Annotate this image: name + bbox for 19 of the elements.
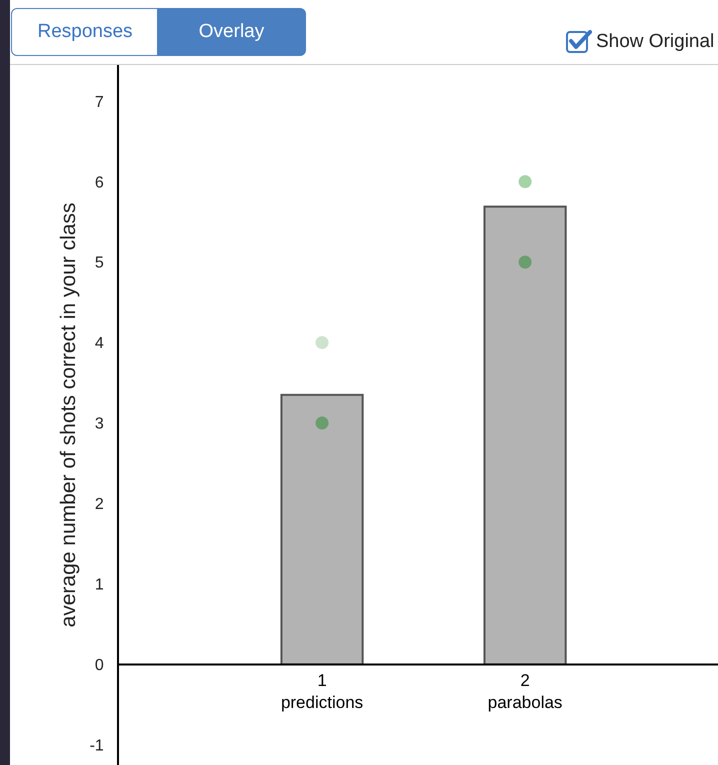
- x-tick-label: 1 predictions: [280, 670, 364, 712]
- point: [518, 256, 532, 269]
- point: [316, 416, 329, 430]
- y-tick-label: 1: [94, 576, 104, 594]
- y-tick-label: 6: [94, 174, 104, 192]
- text: Responses: [11, 8, 159, 56]
- x-tick-label: 2 parabolas: [488, 670, 562, 712]
- y-tick-label: 7: [94, 94, 104, 111]
- y-tick-label: 2: [94, 496, 104, 514]
- y-axis-title: average number of shots correct in your class: [57, 202, 80, 628]
- y-tick-label: -1: [90, 737, 104, 754]
- y-tick-label: 3: [94, 416, 104, 433]
- text: Show Original: [596, 31, 714, 53]
- y-tick-label: 4: [94, 335, 104, 352]
- y-tick-label: 0: [94, 657, 104, 674]
- point: [518, 175, 532, 188]
- text: Overlay: [157, 8, 306, 56]
- point: [316, 336, 329, 350]
- y-tick-label: 5: [94, 254, 104, 272]
